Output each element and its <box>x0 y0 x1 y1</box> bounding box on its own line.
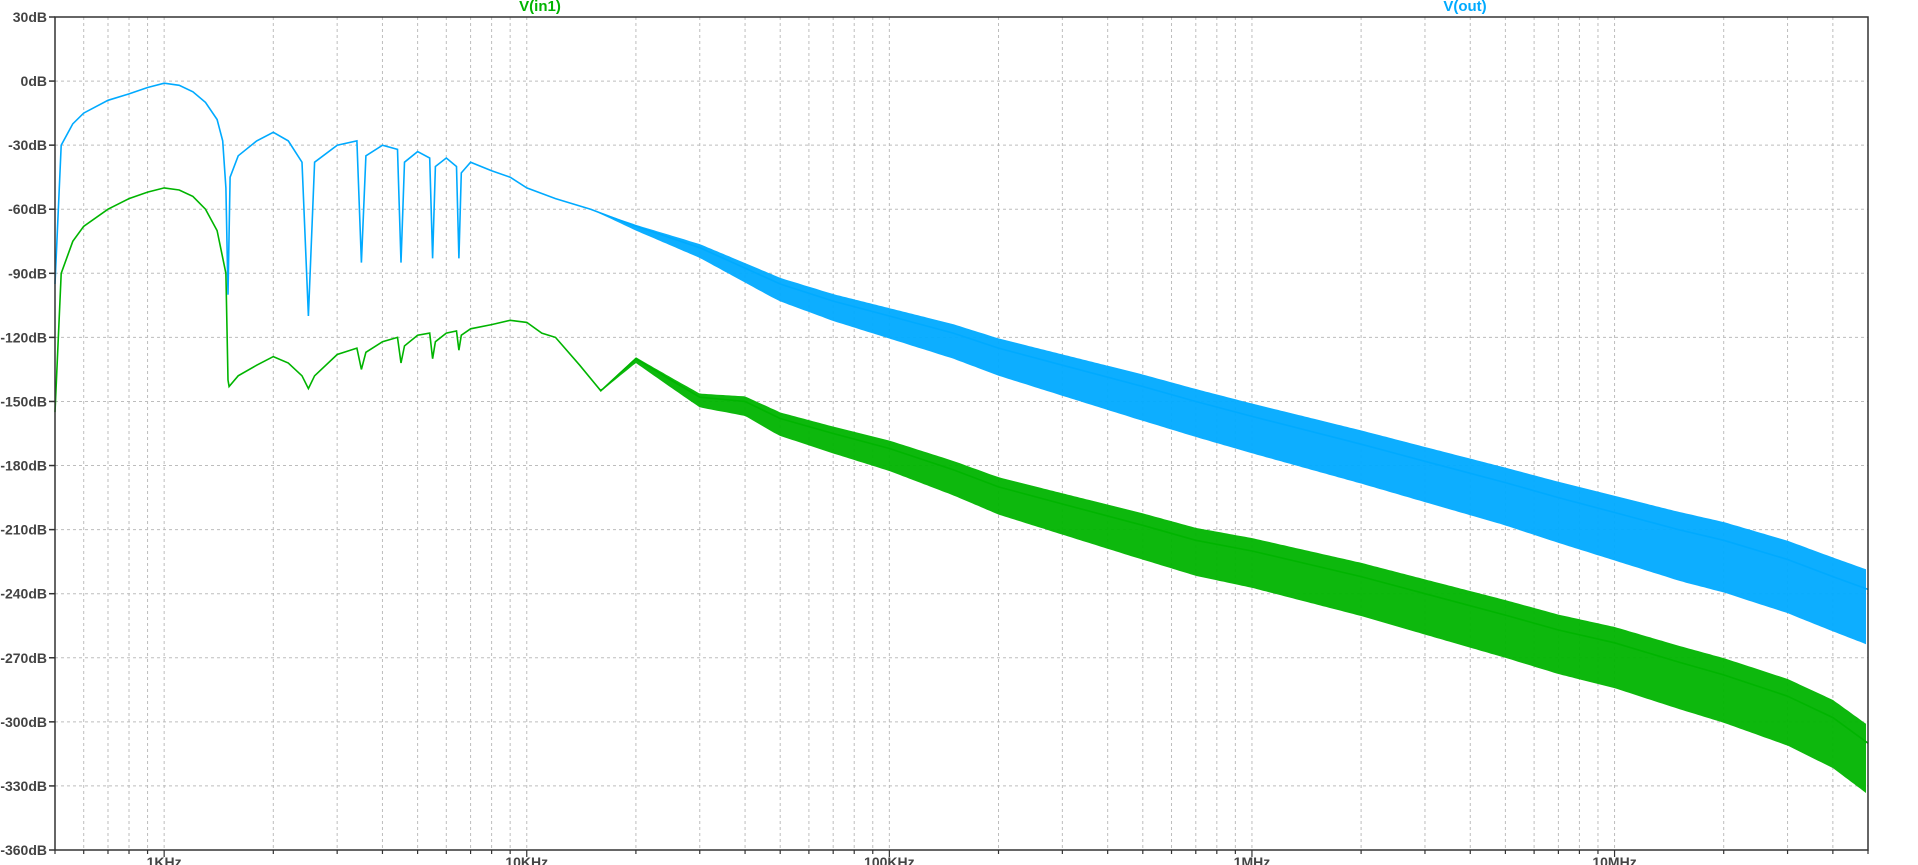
x-tick-label: 1MHz <box>1234 854 1271 865</box>
y-tick-label: 30dB <box>13 9 47 25</box>
series-traces <box>55 83 1868 793</box>
x-tick-label: 1KHz <box>147 854 182 865</box>
y-tick-label: 0dB <box>21 73 47 89</box>
y-tick-label: -90dB <box>8 265 47 281</box>
y-tick-label: -150dB <box>0 393 47 409</box>
y-tick-label: -60dB <box>8 201 47 217</box>
x-tick-label: 100KHz <box>864 854 915 865</box>
grid-lines <box>55 17 1868 850</box>
y-tick-label: -210dB <box>0 522 47 538</box>
legend: V(in1) V(out) <box>519 0 1487 15</box>
axis-ticks: 30dB 0dB -30dB -60dB -90dB -120dB -150dB -180dB… <box>0 9 1868 865</box>
y-tick-label: -30dB <box>8 137 47 153</box>
x-tick-label: 10MHz <box>1592 854 1636 865</box>
y-tick-label: -240dB <box>0 586 47 602</box>
legend-entry-v-out: V(out) <box>1443 0 1486 15</box>
plot-frame <box>55 17 1868 850</box>
y-tick-label: -330dB <box>0 778 47 794</box>
x-tick-label: 10KHz <box>505 854 548 865</box>
y-tick-label: -180dB <box>0 458 47 474</box>
y-tick-label: -360dB <box>0 842 47 858</box>
y-tick-label: -300dB <box>0 714 47 730</box>
y-tick-label: -270dB <box>0 650 47 666</box>
legend-entry-v-in1: V(in1) <box>519 0 561 15</box>
y-tick-label: -120dB <box>0 329 47 345</box>
